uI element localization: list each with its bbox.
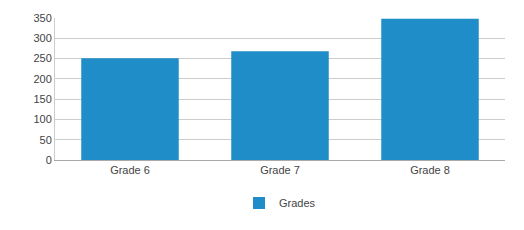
svg-text:0: 0: [46, 154, 52, 166]
svg-text:200: 200: [33, 73, 51, 85]
svg-text:350: 350: [33, 12, 51, 24]
svg-text:Grades: Grades: [279, 197, 316, 209]
svg-text:300: 300: [33, 32, 51, 44]
svg-text:Grade 8: Grade 8: [410, 164, 450, 176]
svg-text:Grade 7: Grade 7: [260, 164, 300, 176]
svg-text:Grade 6: Grade 6: [110, 164, 150, 176]
svg-text:100: 100: [33, 113, 51, 125]
svg-text:50: 50: [40, 134, 52, 146]
svg-text:250: 250: [33, 52, 51, 64]
svg-text:150: 150: [33, 93, 51, 105]
